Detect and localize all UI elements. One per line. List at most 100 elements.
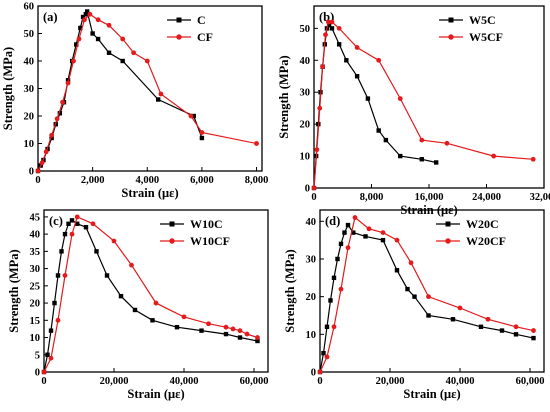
y-tick-label: 0 [29,167,34,178]
data-point [450,317,456,322]
x-tick-label: 20,000 [376,376,405,387]
y-tick-label: 40 [30,230,41,241]
legend: W20C W20CF [436,217,506,248]
data-point [74,214,80,220]
data-point [55,317,61,323]
data-point [106,50,112,55]
data-point [223,331,229,337]
data-point [65,78,71,83]
y-tick-label: 0 [305,184,310,195]
data-point [158,91,164,97]
x-axis-label: Strain (με) [127,387,184,401]
data-point [317,369,323,375]
y-tick-label: 20 [24,112,35,123]
x-axis-label: Strain (με) [403,387,460,401]
chart-panel-4: 0 20,000 40,000 60,000 0 10 20 30 40 Strain (με) S… [283,209,545,401]
data-point [394,237,400,243]
data-point [338,241,344,247]
series-C [35,9,205,174]
legend-marker [169,221,175,227]
data-point [336,42,342,47]
data-point [90,221,96,227]
chart-panel-2: 08,00016,00024,00032,00001020304050Strai… [277,5,550,217]
series-W10CF [41,214,260,375]
legend-label: CF [197,30,213,44]
data-point [366,226,372,232]
x-tick-label: 2,000 [81,175,105,186]
data-point [55,273,61,278]
data-point [83,225,89,230]
data-point [199,135,205,141]
data-point [155,97,161,102]
data-point [383,137,389,143]
x-tick-label: 20,000 [100,376,129,387]
data-point [82,17,87,23]
x-tick-label: 0 [317,376,322,387]
data-point [412,294,417,299]
data-point [181,314,187,320]
data-point [78,25,83,31]
legend-label: W10C [190,217,223,231]
data-point [90,31,95,36]
data-point [531,328,536,333]
x-tick-label: 8,000 [245,175,269,186]
data-point [457,305,463,311]
data-point [478,324,484,329]
data-point [199,130,205,135]
series-line [313,21,534,189]
x-tick-label: 6,000 [190,175,214,186]
data-point [485,316,491,322]
data-point [354,45,360,50]
data-point [338,286,344,292]
x-tick-label: 40,000 [170,376,199,387]
series-line [37,9,203,172]
data-point [111,238,117,244]
y-tick-label: 20 [306,292,317,303]
data-point [405,286,410,292]
data-point [230,326,236,332]
data-point [106,22,112,28]
data-point [49,132,55,138]
y-tick-label: 35 [30,247,41,258]
data-point [380,237,386,243]
data-point [321,350,326,356]
data-point [120,58,125,64]
y-tick-label: 10 [306,330,317,341]
legend: W10C W10CF [160,217,230,248]
data-point [408,260,414,266]
data-point [45,352,50,357]
data-point [329,26,335,31]
y-tick-label: 40 [24,57,35,68]
y-tick-label: 30 [30,264,41,275]
x-tick-label: 0 [41,376,46,387]
y-tick-label: 0 [311,368,316,379]
data-point [188,113,194,119]
data-point [57,111,63,116]
data-point [352,215,358,220]
data-point [342,230,347,235]
data-point [48,355,54,361]
series-W20CF [317,215,536,375]
data-point [244,331,250,337]
data-point [59,249,64,254]
data-point [331,275,337,281]
data-point [354,74,360,79]
data-point [35,168,41,174]
data-point [254,141,259,146]
data-point [206,321,211,327]
data-point [419,137,425,143]
data-point [223,324,229,330]
legend-label: W20CF [466,234,506,248]
data-point [363,234,368,239]
data-point [74,42,79,47]
data-point [531,335,536,341]
data-point [335,256,340,262]
y-tick-label: 30 [24,84,35,95]
plot-frame [319,209,545,373]
y-axis-label: Strength (MPa) [7,249,21,332]
data-point [153,300,159,306]
x-tick-label: 60,000 [516,376,545,387]
data-point [120,36,126,42]
y-tick-label: 15 [30,316,41,327]
x-axis-label: Strain (με) [121,186,178,200]
